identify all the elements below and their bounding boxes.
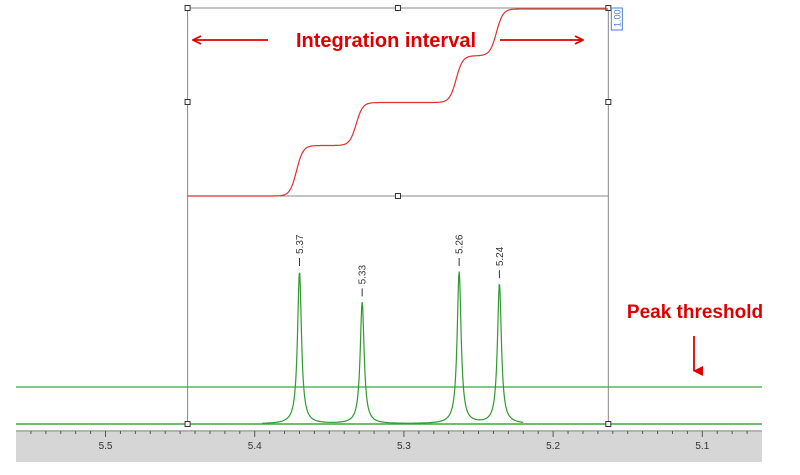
peak-label: 5.37 [295,234,306,254]
integral-value-box [610,7,623,31]
resize-handle [394,5,401,11]
peak-label: 5.24 [495,246,506,266]
resize-handle [394,193,401,199]
x-tick-label: 5.5 [99,441,113,452]
resize-handle [184,421,191,427]
x-tick-label: 5.1 [695,441,709,452]
integration-interval-label: Integration interval [296,30,476,52]
x-axis-band [16,432,762,462]
resize-handle [605,99,612,105]
x-tick-label: 5.2 [546,441,560,452]
resize-handle [605,5,612,11]
peak-threshold-label: Peak threshold [627,302,763,323]
resize-handle [184,5,191,11]
integral-curve [187,8,609,197]
x-tick-label: 5.3 [397,441,411,452]
resize-handle [184,99,191,105]
spectrum-line [262,271,524,424]
resize-handle [605,421,612,427]
integral-value-label: 1.00 [612,9,622,27]
x-tick-label: 5.4 [248,441,262,452]
peak-label: 5.26 [455,234,466,254]
peak-label: 5.33 [358,264,369,284]
